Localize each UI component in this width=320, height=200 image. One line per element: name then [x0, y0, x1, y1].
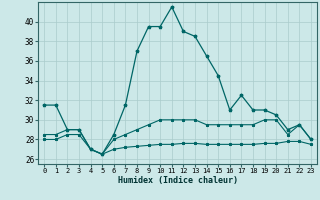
X-axis label: Humidex (Indice chaleur): Humidex (Indice chaleur): [118, 176, 238, 185]
